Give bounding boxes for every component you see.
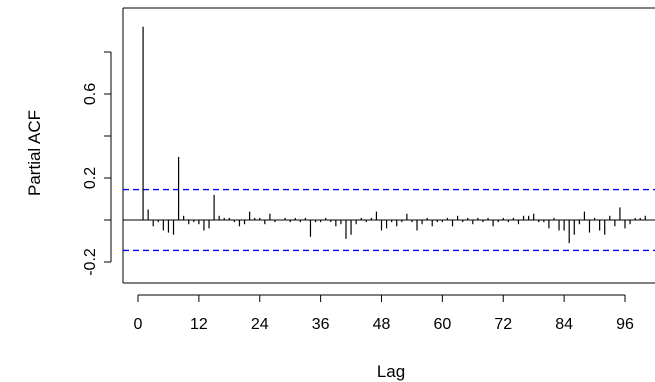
reference-lines	[123, 188, 655, 252]
pacf-bars	[142, 26, 646, 244]
y-axis: -0.2 0.2 0.6	[82, 51, 112, 276]
x-tick-label: 96	[616, 316, 634, 333]
y-axis-title: Partial ACF	[25, 110, 44, 196]
x-tick-label: 60	[433, 316, 451, 333]
x-axis: 0 12 24 36 48 60 72 84 96	[134, 294, 634, 333]
y-tick-label: 0.2	[82, 167, 99, 189]
y-tick-label: 0.6	[82, 83, 99, 105]
x-axis-title: Lag	[377, 362, 405, 381]
x-tick-label: 48	[373, 316, 391, 333]
x-tick-label: 12	[190, 316, 208, 333]
plot-frame	[122, 7, 655, 284]
x-tick-label: 24	[251, 316, 269, 333]
x-tick-label: 36	[312, 316, 330, 333]
x-tick-label: 84	[555, 316, 573, 333]
y-tick-label: -0.2	[82, 248, 99, 276]
x-tick-label: 0	[134, 316, 143, 333]
x-tick-label: 72	[494, 316, 512, 333]
